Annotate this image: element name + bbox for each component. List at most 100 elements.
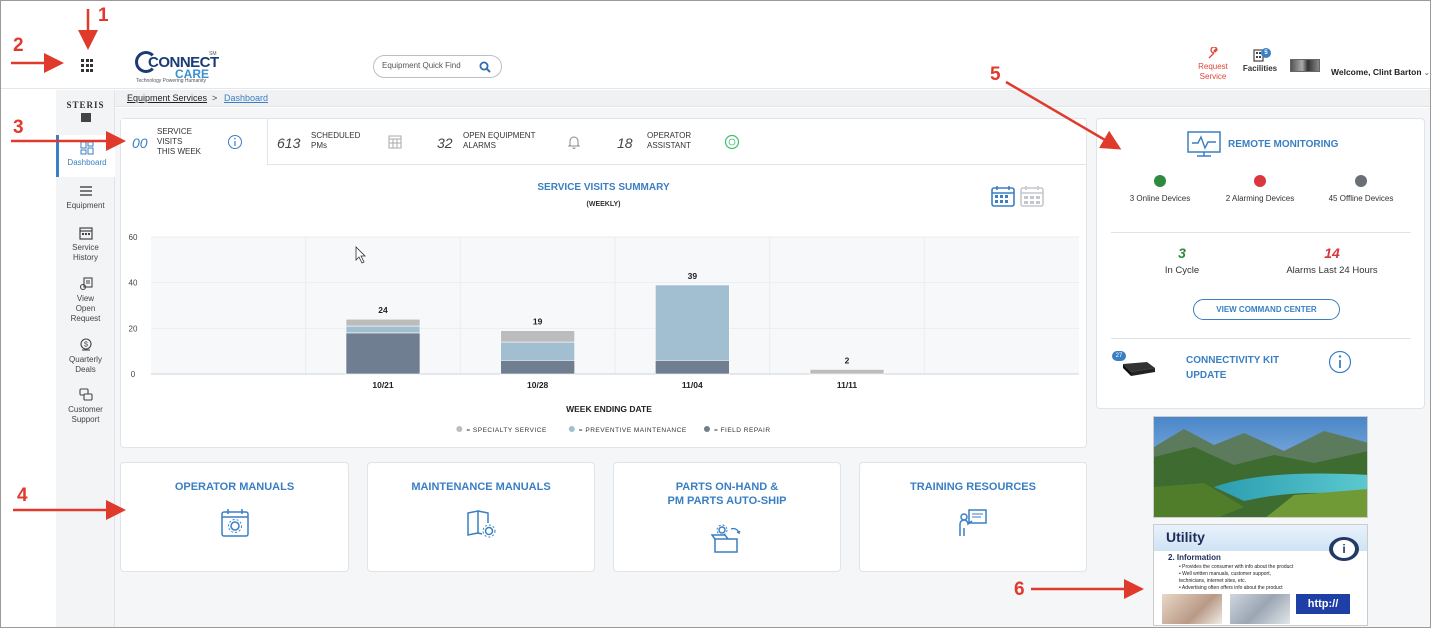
box-gear-icon xyxy=(711,524,741,553)
svg-text:$: $ xyxy=(84,342,88,349)
view-command-center-button[interactable]: VIEW COMMAND CENTER xyxy=(1193,299,1340,320)
tab-scheduled-pms[interactable]: 613 SCHEDULED PMs xyxy=(269,119,429,165)
welcome-text: Welcome, Clint Barton xyxy=(1331,67,1422,77)
legend-label: = FIELD REPAIR xyxy=(714,427,771,434)
trainer-board-icon xyxy=(959,509,987,536)
tab-operator-assistant[interactable]: 18 OPERATOR ASSISTANT xyxy=(609,119,769,165)
facilities-count-badge: 5 xyxy=(1261,48,1271,58)
utility-ad-line: • Provides the consumer with info about … xyxy=(1179,564,1294,570)
divider xyxy=(1111,232,1411,233)
bar-total-label: 19 xyxy=(533,317,543,327)
kit-count-badge: 27 xyxy=(1112,351,1126,361)
facilities-label: Facilities xyxy=(1242,64,1278,73)
sidebar-item-label: Customer Support xyxy=(68,405,103,424)
landscape-ad-image[interactable] xyxy=(1153,416,1368,518)
connectivity-kit-update-title[interactable]: CONNECTIVITY KIT UPDATE xyxy=(1186,355,1280,381)
steris-logo-icon xyxy=(81,113,91,122)
bar-total-label: 39 xyxy=(688,271,698,281)
info-icon[interactable] xyxy=(227,134,243,150)
service-visits-card: 00 SERVICE VISITS THIS WEEK 613 SCHEDULED P… xyxy=(120,118,1087,448)
card-title: PARTS ON-HAND & PM PARTS AUTO-SHIP xyxy=(667,481,787,507)
callout-label-6: 6 xyxy=(1014,579,1025,600)
operator-manuals-card[interactable]: OPERATOR MANUALS xyxy=(120,462,349,572)
sidebar-item-label: Dashboard xyxy=(67,158,107,167)
weekly-view-calendar-icon[interactable] xyxy=(991,185,1015,207)
bell-icon xyxy=(567,136,581,149)
breadcrumb-dashboard[interactable]: Dashboard xyxy=(224,93,269,103)
calendar-icon xyxy=(78,227,93,240)
info-icon[interactable] xyxy=(1328,350,1352,374)
y-tick-label: 40 xyxy=(129,279,138,288)
connect-care-logo[interactable]: CONNECT CARE SM Technology Powering Huma… xyxy=(135,51,219,84)
offline-devices[interactable]: 45 Offline Devices xyxy=(1311,175,1411,203)
request-icon xyxy=(79,277,93,291)
x-tick-label: 11/11 xyxy=(837,380,858,390)
request-service-button[interactable]: Request Service xyxy=(1193,47,1233,82)
legend-swatch xyxy=(703,426,710,432)
deals-icon: $ xyxy=(79,338,92,351)
tab-service-visits[interactable]: 00 SERVICE VISITS THIS WEEK xyxy=(121,119,268,166)
monthly-view-calendar-icon[interactable] xyxy=(1020,185,1044,207)
sidebar-item-customer-support[interactable]: Customer Support xyxy=(56,388,115,425)
breadcrumb-equipment-services[interactable]: Equipment Services xyxy=(127,93,208,103)
x-tick-label: 10/21 xyxy=(372,380,394,390)
bar-total-label: 2 xyxy=(845,355,850,365)
legend-label: = SPECIALTY SERVICE xyxy=(466,427,547,434)
connectivity-kit-device-icon xyxy=(1123,362,1155,376)
calendar-gear-icon xyxy=(220,509,249,537)
legend-label: = PREVENTIVE MAINTENANCE xyxy=(579,427,687,434)
x-axis-title: WEEK ENDING DATE xyxy=(566,404,652,414)
bar-total-label: 24 xyxy=(378,305,388,315)
x-tick-label: 11/04 xyxy=(682,380,703,390)
card-title: MAINTENANCE MANUALS xyxy=(411,481,551,493)
service-visits-count: 00 xyxy=(132,135,148,151)
sidebar-item-quarterly-deals[interactable]: $ Quarterly Deals xyxy=(56,338,115,375)
calendar-grid-icon xyxy=(388,135,402,149)
app-launcher-grid-icon[interactable] xyxy=(81,59,95,73)
offline-devices-label: 45 Offline Devices xyxy=(1328,194,1394,203)
in-cycle-label: In Cycle xyxy=(1164,265,1200,276)
breadcrumb: Equipment Services > Dashboard xyxy=(115,90,1430,107)
legend-swatch xyxy=(568,426,575,432)
sidebar-item-equipment[interactable]: Equipment xyxy=(56,184,115,211)
alarms-24h-count: 14 xyxy=(1324,245,1340,261)
bar-segment xyxy=(345,325,421,334)
online-devices[interactable]: 3 Online Devices xyxy=(1110,175,1210,203)
info-badge-icon: i xyxy=(1329,537,1359,561)
search-icon[interactable] xyxy=(479,61,491,73)
phone-person-photo xyxy=(1162,594,1222,624)
sidebar-item-dashboard[interactable]: Dashboard xyxy=(56,135,115,177)
bar-segment xyxy=(809,369,885,375)
tab-open-equipment-alarms[interactable]: 32 OPEN EQUIPMENT ALARMS xyxy=(429,119,609,165)
equipment-quick-find xyxy=(373,55,502,78)
callout-label-4: 4 xyxy=(17,485,28,506)
search-input[interactable] xyxy=(382,61,474,70)
alarming-devices[interactable]: 2 Alarming Devices xyxy=(1210,175,1310,203)
offline-status-dot xyxy=(1355,175,1367,187)
parts-on-hand-card[interactable]: PARTS ON-HAND & PM PARTS AUTO-SHIP xyxy=(613,462,841,572)
legend-swatch xyxy=(456,426,463,432)
list-icon xyxy=(79,186,92,196)
utility-ad-line: • Advertising often offers info about th… xyxy=(1179,585,1283,591)
training-resources-card[interactable]: TRAINING RESOURCES xyxy=(859,462,1087,572)
remote-monitoring-title[interactable]: REMOTE MONITORING xyxy=(1228,139,1339,150)
sidebar-item-label: Service History xyxy=(72,243,99,262)
utility-information-ad[interactable]: Utility i 2. Information • Provides the … xyxy=(1153,524,1368,626)
dashboard-icon xyxy=(80,141,94,155)
maintenance-manuals-card[interactable]: MAINTENANCE MANUALS xyxy=(367,462,595,572)
sidebar-item-label: Quarterly Deals xyxy=(69,355,102,374)
facilities-button[interactable]: 5 Facilities xyxy=(1239,47,1281,73)
sidebar-item-view-open-request[interactable]: View Open Request xyxy=(56,277,115,324)
y-tick-label: 60 xyxy=(129,233,138,242)
x-tick-label: 10/28 xyxy=(527,380,549,390)
landscape-image xyxy=(1154,417,1367,517)
tab-label: SERVICE VISITS THIS WEEK xyxy=(157,127,202,156)
book-gear-icon xyxy=(467,510,496,538)
user-menu[interactable]: Welcome, Clint Barton ⌄ xyxy=(1331,67,1430,77)
alarming-status-dot xyxy=(1254,175,1266,187)
request-service-label: Request Service xyxy=(1198,62,1228,81)
mouse-cursor-icon xyxy=(355,246,366,264)
sidebar-item-service-history[interactable]: Service History xyxy=(56,226,115,263)
bar-segment xyxy=(345,332,421,375)
wrench-icon xyxy=(1208,47,1218,59)
